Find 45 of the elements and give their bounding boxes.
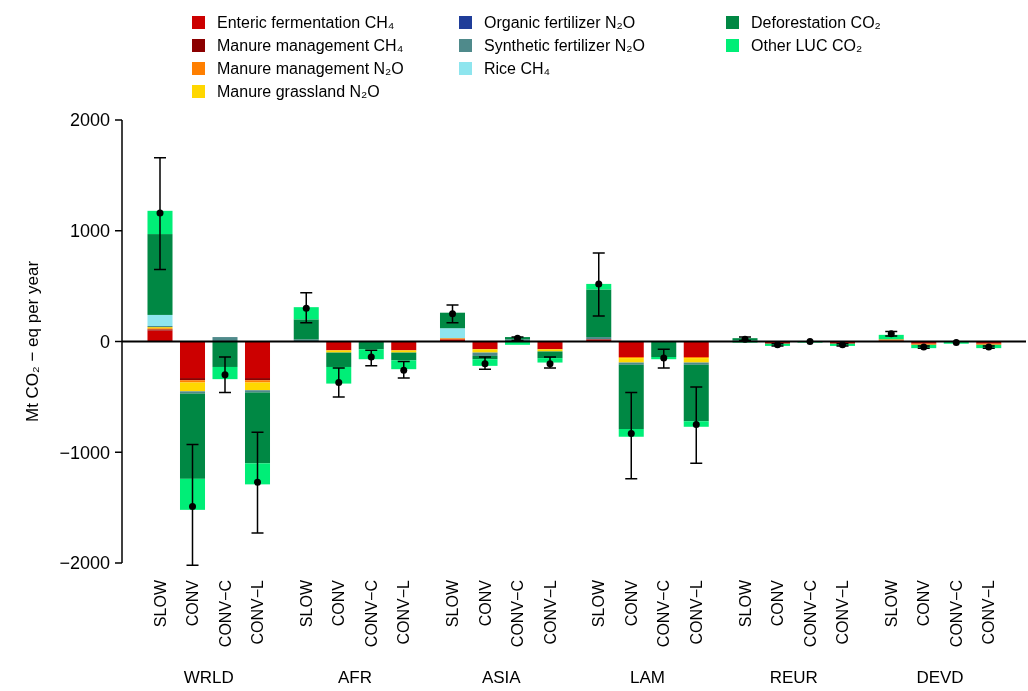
x-tick-label: SLOW [590,579,608,628]
text: AFR [338,668,372,687]
x-tick-label: SLOW [297,579,315,628]
y-tick-label: −2000 [59,553,110,574]
text: LAM [630,668,665,687]
text: ASIA [481,668,522,687]
x-tick-label: SLOW [882,579,900,628]
y-tick-label: −1000 [59,442,110,463]
text: WRLD [183,668,234,687]
x-tick-label: SLOW [736,579,754,628]
legend-label: Manure management CH₄ [217,36,404,54]
y-tick-label: 2000 [69,110,110,131]
y-tick-label: 1000 [69,221,110,242]
legend-label: Organic fertilizer N₂O [484,13,636,31]
text: REUR [769,668,818,687]
x-tick-label: CONV−L [687,579,705,645]
legend-label: Deforestation CO₂ [751,13,881,31]
y-axis-title: Mt CO₂ − eq per year [23,260,42,423]
x-tick-label: CONV−C [216,580,234,648]
x-tick-label: SLOW [151,579,169,628]
x-tick-label: CONV [184,579,202,627]
text: DEVD [916,668,964,687]
x-tick-label: CONV−L [541,579,559,645]
legend-label: Synthetic fertilizer N₂O [484,36,645,54]
x-tick-label: CONV [769,579,787,627]
x-tick-label: CONV−C [362,580,380,648]
x-tick-label: CONV−L [980,579,998,645]
x-tick-label: CONV [476,579,494,627]
x-tick-label: CONV−C [509,580,527,648]
legend-label: Rice CH₄ [484,59,551,77]
x-tick-label: CONV−L [395,579,413,645]
x-tick-label: CONV−L [249,579,267,645]
x-tick-label: CONV−C [655,580,673,648]
legend-label: Enteric fermentation CH₄ [217,13,395,31]
x-tick-label: CONV−C [947,580,965,648]
x-tick-label: CONV [330,579,348,627]
x-tick-label: CONV [915,579,933,627]
x-tick-label: CONV−L [834,579,852,645]
legend-label: Manure management N₂O [217,59,404,77]
legend-label: Other LUC CO₂ [751,36,863,54]
x-tick-label: CONV−C [801,580,819,648]
x-tick-label: SLOW [444,579,462,628]
y-tick-label: 0 [99,331,110,352]
x-tick-label: CONV [622,579,640,627]
legend-label: Manure grassland N₂O [217,82,380,100]
